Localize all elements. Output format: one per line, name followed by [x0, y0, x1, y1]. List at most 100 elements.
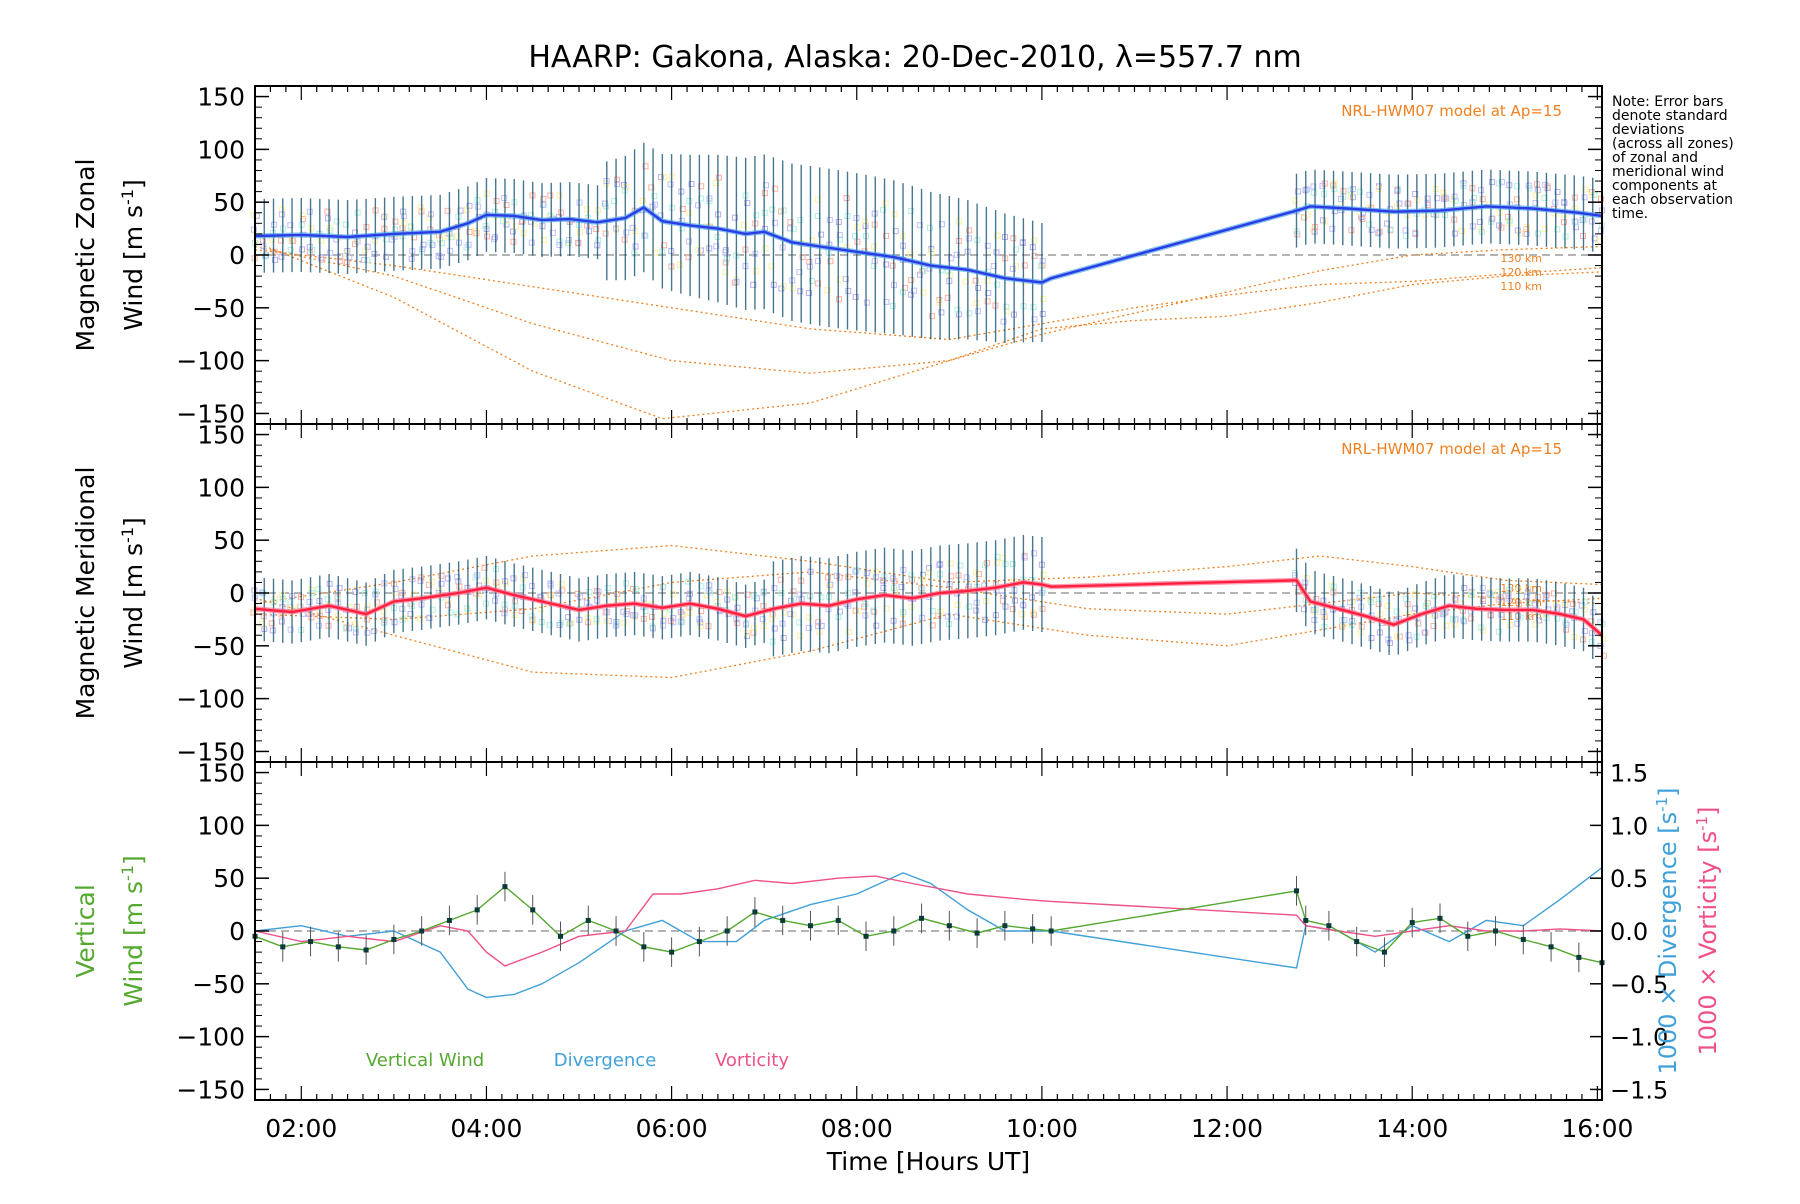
scatter-point	[1405, 200, 1412, 207]
scatter-point	[260, 243, 267, 250]
vertical-wind-point	[807, 923, 813, 929]
scatter-point	[882, 200, 889, 207]
y-axis-title-line2: Wind [m s-1]	[118, 855, 149, 1007]
scatter-point	[722, 259, 729, 266]
scatter-point	[863, 570, 870, 577]
scatter-point	[836, 236, 843, 243]
scatter-point	[315, 586, 322, 593]
vertical-wind-point	[835, 917, 841, 923]
scatter-point	[604, 584, 611, 591]
vertical-wind-point	[752, 909, 758, 915]
scatter-point	[660, 617, 667, 624]
scatter-point	[362, 590, 369, 597]
scatter-point	[1532, 200, 1539, 207]
scatter-point	[268, 620, 275, 627]
scatter-point	[565, 236, 572, 243]
scatter-point	[836, 232, 843, 239]
scatter-point	[790, 611, 797, 618]
right-tick-label: 1.5	[1610, 760, 1648, 788]
scatter-point	[352, 629, 359, 636]
scatter-point	[799, 253, 806, 260]
scatter-point	[780, 283, 787, 290]
scatter-point	[670, 591, 677, 598]
scatter-point	[907, 208, 914, 215]
scatter-point	[685, 595, 692, 602]
scatter-point	[623, 611, 630, 618]
scatter-point	[1021, 262, 1028, 269]
scatter-point	[734, 604, 741, 611]
right-axis-title-sup: -1	[1653, 797, 1671, 812]
right-axis-title-end: ]	[1694, 807, 1722, 816]
scatter-point	[1581, 606, 1588, 613]
scatter-point	[1000, 592, 1007, 599]
panel-vertical: Vertical Wind Divergence Vorticity 1.5 1.0 0.…	[71, 759, 1722, 1105]
scatter-point	[1486, 590, 1493, 597]
divergence-line	[254, 867, 1603, 999]
scatter-point	[1479, 584, 1486, 591]
scatter-point	[250, 211, 257, 218]
scatter-point	[1479, 196, 1486, 203]
vertical-wind-point	[863, 933, 869, 939]
scatter-point	[1331, 186, 1338, 193]
x-tick-label: 06:00	[636, 1114, 708, 1143]
vertical-wind-point	[1326, 923, 1332, 929]
scatter-point	[908, 572, 915, 579]
scatter-point	[1394, 187, 1401, 194]
scatter-point	[614, 181, 621, 188]
y-tick-label: −100	[176, 685, 245, 714]
scatter-point	[287, 246, 294, 253]
scatter-point	[1451, 621, 1458, 628]
vertical-wind-point	[335, 944, 341, 950]
scatter-point	[845, 287, 852, 294]
y-tick-label: −100	[176, 347, 245, 376]
model-curve	[254, 544, 1603, 605]
scatter-point	[908, 277, 915, 284]
scatter-point	[936, 299, 943, 306]
scatter-point	[290, 237, 297, 244]
scatter-point	[1328, 582, 1335, 589]
right-tick-label: −0.5	[1610, 971, 1668, 999]
scatter-point	[547, 192, 554, 199]
scatter-point	[657, 174, 664, 181]
scatter-point	[713, 180, 720, 187]
scatter-point	[833, 572, 840, 579]
scatter-point	[1412, 191, 1419, 198]
scatter-point	[472, 574, 479, 581]
y-tick-label: 150	[197, 759, 245, 788]
y-axis-title-sup: -1	[118, 189, 137, 205]
vertical-wind-point	[1576, 954, 1582, 960]
scatter-point	[1386, 639, 1393, 646]
scatter-point	[1292, 197, 1299, 204]
scatter-point	[966, 603, 973, 610]
scatter-point	[352, 589, 359, 596]
scatter-point	[539, 201, 546, 208]
scatter-point	[883, 605, 890, 612]
scatter-point	[556, 241, 563, 248]
scatter-point	[1459, 227, 1466, 234]
scatter-point	[809, 277, 816, 284]
scatter-point	[1003, 303, 1010, 310]
scatter-point	[861, 218, 868, 225]
right-axis-title-vorticity: 1000 × Vorticity [s-1]	[1693, 807, 1722, 1056]
scatter-point	[1516, 230, 1523, 237]
scatter-point	[623, 580, 630, 587]
scatter-point	[1375, 185, 1382, 192]
scatter-point	[679, 611, 686, 618]
scatter-point	[1349, 185, 1356, 192]
scatter-point	[1532, 192, 1539, 199]
scatter-point	[1366, 191, 1373, 198]
x-tick-label: 04:00	[450, 1114, 522, 1143]
scatter-point	[576, 593, 583, 600]
scatter-point	[613, 176, 620, 183]
scatter-point	[944, 294, 951, 301]
scatter-point	[649, 623, 656, 630]
scatter-point	[444, 602, 451, 609]
model-curve	[254, 571, 1603, 621]
scatter-point	[732, 594, 739, 601]
scatter-point	[1387, 226, 1394, 233]
scatter-point	[269, 627, 276, 634]
scatter-point	[916, 222, 923, 229]
scatter-point	[1541, 225, 1548, 232]
scatter-point	[695, 247, 702, 254]
